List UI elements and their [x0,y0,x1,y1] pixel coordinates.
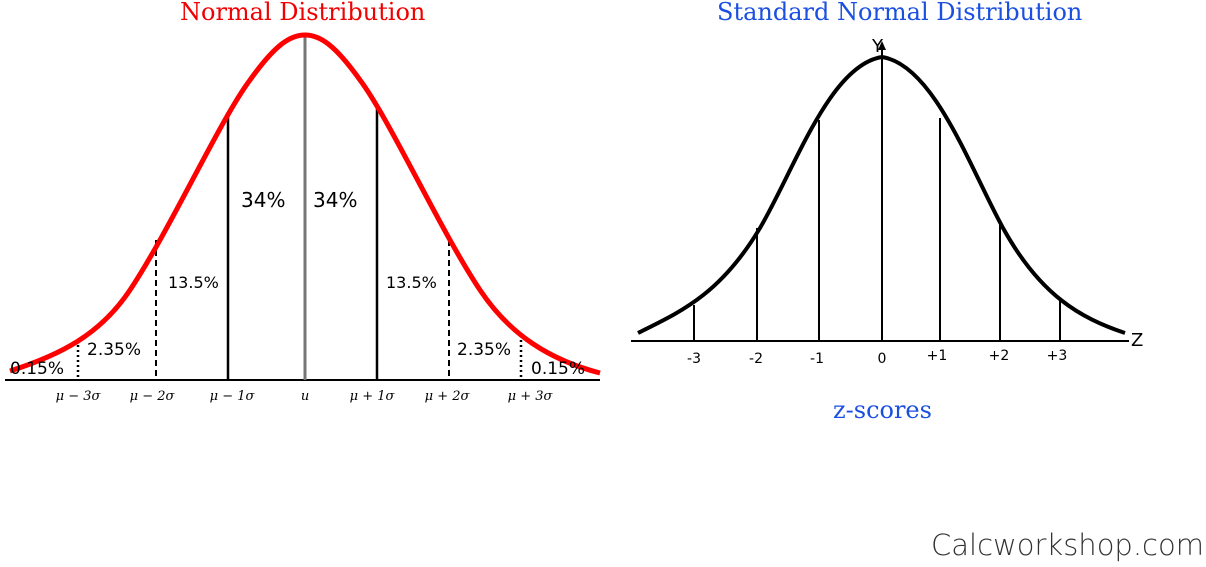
z-tick-label: +2 [989,348,1010,364]
z-axis-label: Z [1131,330,1143,351]
x-tick-label: μ + 2σ [425,389,471,404]
x-tick-label: μ + 1σ [350,389,396,404]
region-label: 2.35% [457,340,511,360]
x-tick-label: μ − 2σ [130,389,176,404]
z-tick-label: -2 [749,351,763,367]
y-axis-arrow-icon [878,41,886,50]
region-label: 13.5% [386,273,437,292]
normal-curve [9,32,601,376]
right-chart: Y Z -3 -2 -1 0 +1 +2 +3 [631,36,1143,367]
standard-normal-title: Standard Normal Distribution [717,0,1083,26]
watermark: Calcworkshop.com [931,528,1204,562]
x-tick-label: μ − 3σ [56,389,102,404]
region-label: 2.35% [87,340,141,360]
z-tick-label: -3 [687,351,701,367]
region-label: 34% [313,188,357,212]
region-label: 34% [241,188,285,212]
region-label: 0.15% [531,359,585,379]
x-tick-label: μ − 1σ [210,389,256,404]
region-label: 0.15% [10,359,64,379]
z-scores-label: z-scores [833,396,932,424]
y-axis-label: Y [871,36,884,57]
z-tick-label: +1 [927,348,948,364]
z-tick-label: +3 [1047,348,1068,364]
region-label: 13.5% [168,273,219,292]
x-tick-label: μ + 3σ [508,389,554,404]
left-chart: 0.15% 2.35% 13.5% 34% 34% 13.5% 2.35% 0.… [5,32,601,404]
standard-normal-curve [637,54,1126,335]
z-tick-label: 0 [878,351,887,367]
z-tick-label: -1 [810,351,824,367]
x-tick-label: u [301,389,309,404]
normal-distribution-title: Normal Distribution [180,0,426,26]
